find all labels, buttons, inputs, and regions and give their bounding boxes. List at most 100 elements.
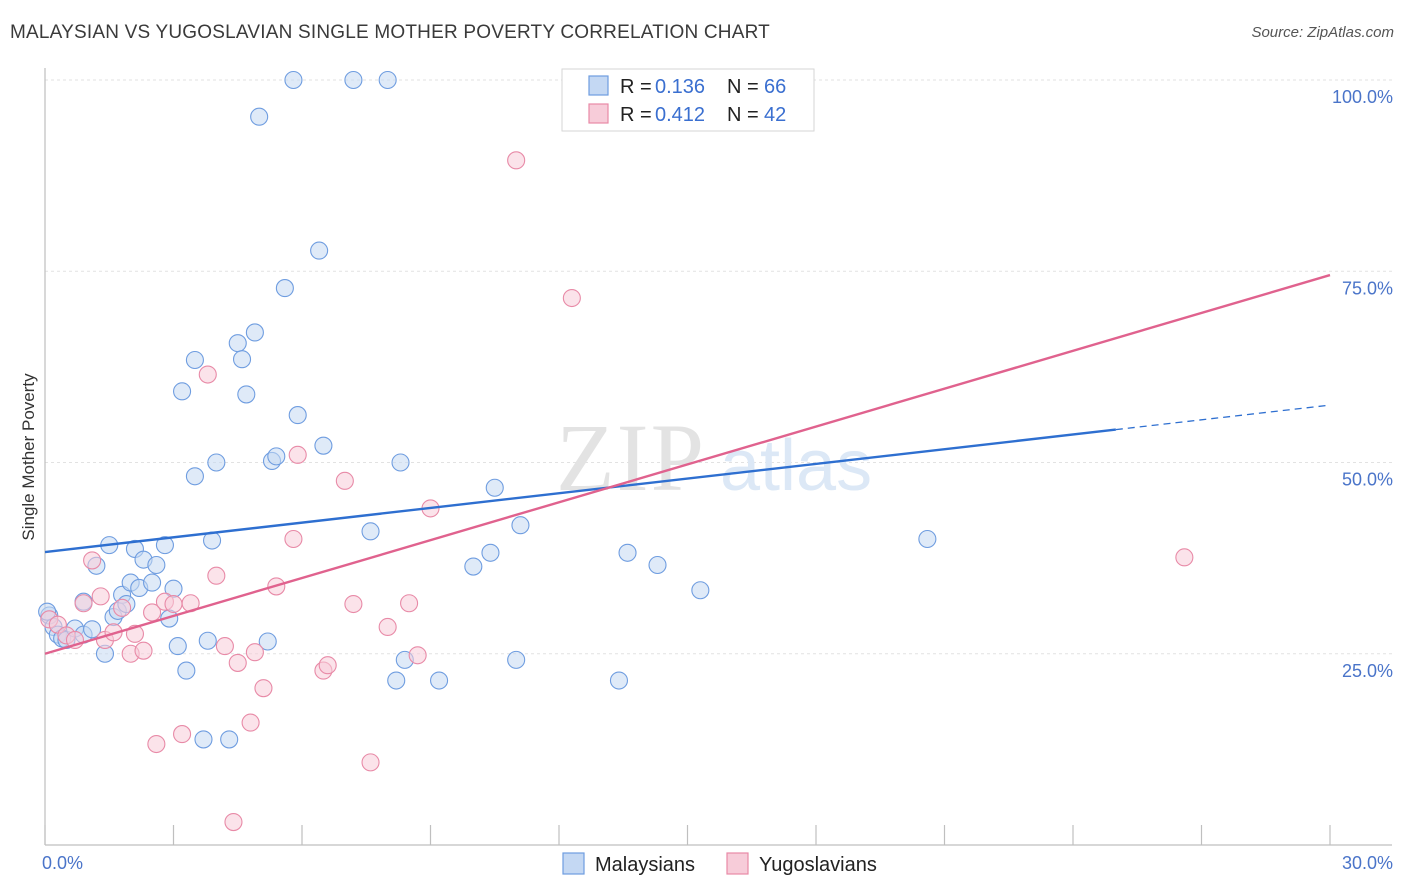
data-point — [173, 725, 192, 744]
legend-r-label-1: R = — [620, 76, 652, 98]
data-point — [400, 594, 419, 613]
trend-line-yugoslavians — [44, 273, 1331, 655]
data-point — [918, 529, 937, 549]
y-tick-label: 50.0% — [1342, 470, 1393, 490]
data-point — [250, 107, 269, 126]
data-point — [143, 603, 162, 622]
legend-r-label-2: R = — [620, 104, 652, 126]
data-point — [254, 679, 273, 698]
data-point — [310, 241, 329, 260]
y-tick-label: 25.0% — [1342, 661, 1393, 681]
data-point — [232, 350, 252, 369]
data-point — [185, 350, 204, 370]
data-point — [155, 536, 174, 555]
y-axis-title: Single Mother Poverty — [19, 373, 38, 541]
data-point — [215, 637, 234, 656]
chart-title: MALAYSIAN VS YUGOSLAVIAN SINGLE MOTHER P… — [10, 22, 770, 43]
data-point — [164, 594, 183, 614]
data-point — [224, 812, 243, 832]
legend-n-value-1: 66 — [764, 76, 786, 98]
data-point — [378, 617, 397, 637]
data-point — [344, 594, 363, 614]
data-point — [430, 671, 449, 690]
data-point — [284, 529, 303, 549]
legend-swatch-malaysians — [588, 75, 609, 96]
data-point — [408, 646, 427, 665]
data-point — [481, 543, 500, 562]
trend-line-malaysians — [44, 428, 1116, 554]
axes — [44, 68, 1392, 846]
data-point — [511, 516, 530, 535]
bottom-legend-label-yugoslavians: Yugoslavians — [759, 854, 877, 876]
data-point — [207, 453, 226, 472]
trend-line-malaysians-extension — [1115, 404, 1331, 431]
data-point — [288, 406, 307, 425]
legend-n-value-2: 42 — [764, 104, 786, 126]
y-tick-label: 75.0% — [1342, 278, 1393, 298]
bottom-legend-label-malaysians: Malaysians — [595, 854, 695, 876]
data-point — [335, 471, 354, 490]
x-tick-label: 30.0% — [1342, 853, 1393, 873]
data-point — [267, 447, 286, 466]
data-point — [228, 653, 247, 672]
data-point — [275, 279, 294, 298]
data-point — [91, 587, 110, 606]
data-point — [83, 551, 102, 570]
x-tick-label: 0.0% — [42, 853, 83, 873]
data-point — [74, 594, 93, 613]
data-point — [228, 334, 247, 353]
data-point — [344, 70, 363, 90]
data-point — [507, 650, 526, 669]
data-point — [173, 382, 192, 401]
legend-r-value-2: 0.412 — [655, 104, 705, 126]
source-label: Source: ZipAtlas.com — [1251, 24, 1394, 41]
data-point — [194, 730, 213, 749]
data-point — [241, 713, 260, 732]
data-point — [314, 436, 333, 455]
data-point — [361, 522, 380, 541]
data-point — [464, 557, 483, 576]
data-point — [485, 478, 504, 497]
data-point — [648, 555, 667, 575]
bottom-legend-swatch-malaysians — [562, 852, 585, 875]
data-point — [378, 70, 397, 90]
data-point — [83, 620, 102, 639]
data-point — [147, 734, 166, 754]
data-point — [318, 656, 337, 675]
data-point — [387, 671, 406, 690]
legend-r-value-1: 0.136 — [655, 76, 705, 98]
bottom-legend-swatch-yugoslavians — [726, 852, 749, 875]
data-point — [113, 598, 132, 617]
legend-swatch-yugoslavians — [588, 103, 609, 124]
data-point — [609, 671, 629, 690]
data-point — [391, 453, 410, 472]
trend-lines — [44, 273, 1331, 655]
data-point — [245, 643, 264, 662]
data-point — [258, 632, 277, 651]
grid-lines — [45, 79, 1392, 655]
data-point — [288, 445, 307, 464]
data-point — [143, 573, 162, 592]
data-point — [691, 581, 710, 600]
data-point — [147, 555, 166, 575]
y-tick-label: 100.0% — [1332, 87, 1393, 107]
data-point — [220, 730, 239, 749]
data-point — [185, 467, 204, 486]
data-point — [361, 753, 380, 772]
data-point — [245, 323, 264, 342]
legend-n-label-2: N = — [727, 104, 759, 126]
data-point — [198, 365, 217, 384]
data-point — [168, 637, 187, 656]
data-point — [1175, 548, 1194, 567]
data-point — [618, 543, 637, 562]
data-point — [284, 70, 303, 90]
data-point — [207, 566, 226, 585]
correlation-legend: R = 0.136 N = 66 R = 0.412 N = 42 — [561, 68, 815, 132]
data-point — [177, 661, 196, 680]
watermark-zip: ZIP — [556, 404, 706, 511]
series-legend: Malaysians Yugoslavians — [562, 852, 877, 876]
legend-n-label-1: N = — [727, 76, 759, 98]
data-point — [198, 631, 217, 650]
tick-labels: 25.0% 50.0% 75.0% 100.0% 0.0% 30.0% — [42, 87, 1393, 873]
